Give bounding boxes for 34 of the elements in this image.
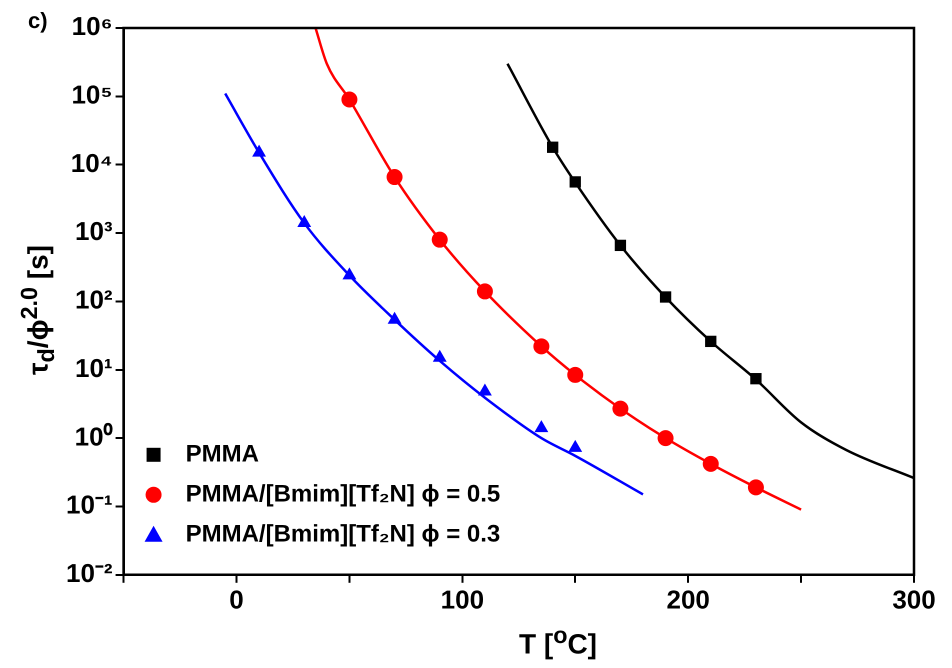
y-tick-label: 10⁻¹ — [66, 490, 113, 520]
text: c) — [28, 8, 48, 34]
point — [660, 291, 672, 303]
point — [748, 479, 764, 496]
point — [750, 373, 762, 384]
y-tick-label: 10⁻² — [66, 558, 113, 588]
point — [476, 283, 493, 300]
y-tick-label: 10⁵ — [71, 80, 113, 110]
point — [547, 142, 558, 153]
point — [658, 430, 674, 446]
x-axis-title: T [$^{o}$C] — [518, 622, 598, 660]
point — [341, 91, 358, 108]
legend-label: PMMA/[Bmim][Tf₂N] ϕ = 0.3 — [186, 520, 500, 548]
point — [612, 400, 628, 417]
y-tick-label: 10¹ — [75, 352, 113, 383]
x-tick-label: 200 — [666, 584, 710, 615]
x-tick-label: 100 — [440, 584, 484, 615]
point — [432, 232, 448, 248]
y-tick-label: 10² — [75, 284, 113, 315]
point — [705, 336, 716, 348]
x-tick-label: 0 — [229, 584, 244, 615]
legend-label: PMMA — [186, 440, 259, 468]
y-tick-label: 10³ — [75, 216, 113, 246]
y-tick-label: 10⁶ — [72, 11, 113, 42]
point — [570, 176, 581, 188]
y-tick-label: 10⁴ — [70, 148, 113, 178]
x-tick-label: 300 — [892, 584, 936, 615]
y-tick-label: 10⁰ — [74, 421, 114, 452]
point — [386, 169, 403, 186]
point — [702, 456, 719, 472]
point — [533, 338, 550, 354]
point — [614, 240, 626, 252]
point — [567, 366, 584, 383]
legend-label: PMMA/[Bmim][Tf₂N] ϕ = 0.5 — [186, 480, 500, 508]
